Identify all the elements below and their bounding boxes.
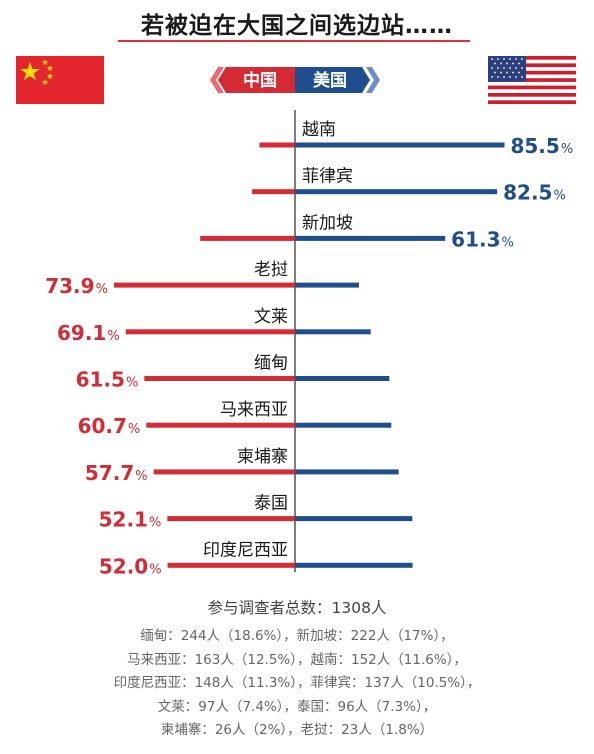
country-label-6: 马来西亚 bbox=[220, 400, 288, 420]
value-label-5: 61.5% bbox=[76, 368, 139, 392]
chart-title: 若被迫在大国之间选边站…… bbox=[141, 13, 453, 39]
value-label-6: 60.7% bbox=[78, 414, 141, 438]
country-label-2: 新加坡 bbox=[302, 213, 353, 233]
bar-usa-4 bbox=[295, 329, 371, 335]
bar-china-4 bbox=[125, 329, 295, 335]
country-label-4: 文莱 bbox=[254, 307, 288, 327]
bar-usa-0 bbox=[295, 142, 505, 148]
bar-usa-6 bbox=[295, 422, 392, 428]
bar-china-6 bbox=[146, 422, 295, 428]
country-label-3: 老挝 bbox=[254, 260, 288, 280]
bar-usa-7 bbox=[295, 469, 399, 475]
country-label-7: 柬埔寨 bbox=[237, 447, 288, 467]
bar-china-0 bbox=[259, 142, 295, 148]
footer-total: 参与调查者总数：1308人 bbox=[207, 599, 387, 617]
country-label-5: 缅甸 bbox=[254, 354, 288, 374]
bar-china-1 bbox=[252, 189, 295, 195]
value-label-7: 57.7% bbox=[85, 461, 148, 485]
legend: 中国 美国 bbox=[210, 66, 380, 98]
value-label-2: 61.3% bbox=[451, 227, 514, 251]
footer-line: 文莱：97人（7.4%），泰国：96人（7.3%）， bbox=[157, 698, 437, 715]
country-label-0: 越南 bbox=[302, 120, 336, 140]
bar-china-3 bbox=[113, 282, 295, 288]
bar-usa-8 bbox=[295, 516, 413, 522]
value-label-0: 85.5% bbox=[510, 134, 573, 158]
bar-usa-1 bbox=[295, 189, 498, 195]
bar-china-2 bbox=[200, 235, 295, 241]
usa-flag-icon bbox=[488, 56, 576, 104]
footer-line: 缅甸：244人（18.6%），新加坡：222人（17%）， bbox=[140, 628, 454, 644]
value-label-9: 52.0% bbox=[99, 554, 162, 578]
bar-china-5 bbox=[144, 376, 295, 381]
bar-usa-5 bbox=[295, 376, 390, 381]
country-label-8: 泰国 bbox=[254, 494, 288, 514]
title-underline bbox=[118, 40, 470, 42]
value-label-8: 52.1% bbox=[99, 508, 162, 532]
bar-usa-3 bbox=[295, 282, 359, 288]
bar-china-7 bbox=[153, 469, 295, 475]
country-label-9: 印度尼西亚 bbox=[203, 540, 288, 560]
bar-usa-2 bbox=[295, 235, 446, 241]
bar-china-9 bbox=[167, 562, 295, 568]
value-label-4: 69.1% bbox=[57, 321, 120, 345]
bar-china-8 bbox=[167, 516, 295, 522]
country-label-1: 菲律宾 bbox=[302, 167, 353, 187]
footer-line: 马来西亚：163人（12.5%），越南：152人（11.6%）， bbox=[127, 651, 467, 668]
legend-china-label: 中国 bbox=[243, 70, 277, 91]
bar-usa-9 bbox=[295, 562, 413, 568]
diverging-bar-chart: 越南 85.5% 菲律宾 82.5% 新加坡 61.3% 老挝 73.9% 文莱 69.1% 缅甸 6… bbox=[45, 110, 573, 578]
footer-line: 印度尼西亚：148人（11.3%），菲律宾：137人（10.5%）， bbox=[113, 675, 481, 691]
china-flag-icon bbox=[16, 56, 104, 104]
value-label-1: 82.5% bbox=[503, 181, 566, 205]
value-label-3: 73.9% bbox=[45, 274, 108, 298]
legend-usa-label: 美国 bbox=[313, 70, 347, 91]
footer-line: 柬埔寨：26人（2%），老挝：23人（1.8%） bbox=[160, 722, 434, 738]
